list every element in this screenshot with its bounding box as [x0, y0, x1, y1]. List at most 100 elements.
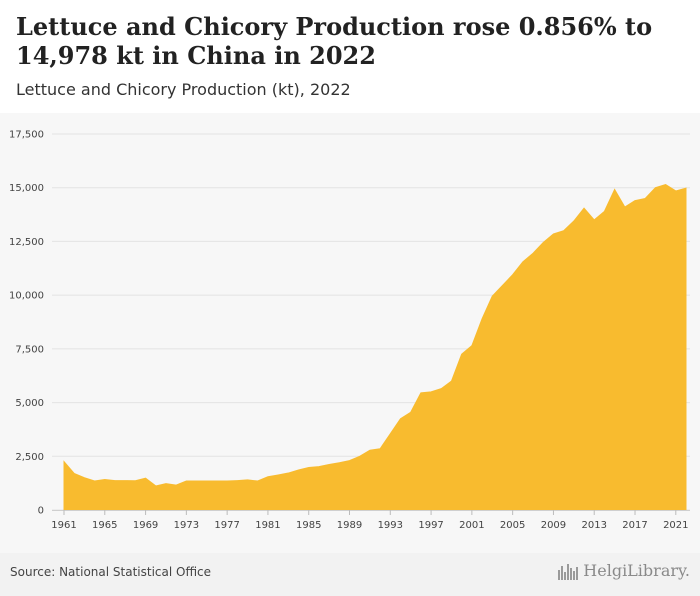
x-axis-ticks: 1961 1965 1969 1973 1977 1981 1985 1989 1993 1997…: [51, 510, 690, 531]
data-point: [348, 459, 352, 463]
data-point: [235, 479, 239, 483]
chart-title: Lettuce and Chicory Production rose 0.85…: [16, 12, 653, 70]
data-point: [592, 218, 596, 222]
data-point: [317, 465, 321, 469]
x-tick-label: 2017: [622, 520, 647, 531]
grid-lines: [52, 133, 690, 511]
data-point: [307, 465, 311, 469]
x-tick-label: 1981: [255, 520, 280, 531]
data-point: [388, 432, 392, 436]
data-point: [154, 484, 158, 488]
x-tick-label: 1969: [133, 520, 158, 531]
data-point: [572, 219, 576, 223]
data-point: [286, 471, 290, 475]
data-point: [470, 344, 474, 348]
data-point: [613, 187, 617, 191]
data-point: [327, 462, 331, 466]
y-tick-label: 5,000: [15, 398, 44, 409]
data-point: [531, 251, 535, 255]
data-point: [480, 317, 484, 321]
data-point: [582, 206, 586, 210]
data-point: [113, 479, 117, 483]
series-area: [62, 182, 688, 511]
data-point: [174, 483, 178, 487]
x-tick-label: 1965: [92, 520, 117, 531]
data-point: [378, 447, 382, 451]
data-point: [215, 479, 219, 483]
production-area: [63, 183, 687, 511]
data-point: [409, 410, 413, 414]
data-point: [133, 479, 137, 483]
y-tick-label: 0: [38, 506, 44, 517]
data-point: [521, 260, 525, 264]
x-tick-label: 1973: [174, 520, 199, 531]
data-point: [93, 479, 97, 483]
y-tick-label: 7,500: [15, 344, 44, 355]
helgi-library-logo[interactable]: HelgiLibrary.: [557, 561, 690, 580]
footer: Source: National Statistical Office Helg…: [0, 553, 700, 596]
data-point: [551, 232, 555, 236]
y-tick-label: 15,000: [9, 183, 44, 194]
data-point: [195, 479, 199, 483]
data-point: [429, 390, 433, 394]
data-point: [674, 189, 678, 193]
data-point: [500, 283, 504, 287]
data-point: [511, 273, 515, 277]
area-chart: 0 2,500 5,000 7,500 10,000 12,500 15,000 17,500…: [9, 130, 690, 531]
y-tick-label: 17,500: [9, 130, 44, 141]
x-tick-label: 2009: [541, 520, 566, 531]
data-point: [184, 479, 188, 483]
data-point: [602, 209, 606, 213]
header: Lettuce and Chicory Production rose 0.85…: [0, 0, 700, 113]
data-point: [562, 229, 566, 233]
data-point: [541, 241, 545, 245]
data-point: [337, 461, 341, 465]
data-point: [449, 379, 453, 383]
x-tick-label: 1989: [337, 520, 362, 531]
y-tick-label: 10,000: [9, 291, 44, 302]
data-point: [633, 199, 637, 203]
y-axis-ticks: 0 2,500 5,000 7,500 10,000 12,500 15,000 17,500: [9, 130, 44, 517]
data-point: [419, 391, 423, 395]
logo-text: HelgiLibrary.: [583, 561, 690, 580]
data-point: [103, 477, 107, 481]
x-tick-label: 2001: [459, 520, 484, 531]
x-tick-label: 1993: [378, 520, 403, 531]
data-point: [225, 479, 229, 483]
y-tick-label: 12,500: [9, 237, 44, 248]
chart-area: 0 2,500 5,000 7,500 10,000 12,500 15,000 17,500…: [0, 113, 700, 553]
bar-skyline-icon: [558, 563, 579, 580]
data-point: [72, 471, 76, 475]
data-point: [297, 468, 301, 472]
data-point: [664, 182, 668, 186]
x-tick-label: 1997: [418, 520, 443, 531]
data-point: [205, 479, 209, 483]
data-point: [439, 387, 443, 391]
data-point: [123, 479, 127, 483]
data-point: [256, 479, 260, 483]
chart-subtitle: Lettuce and Chicory Production (kt), 202…: [16, 80, 351, 99]
data-point: [398, 417, 402, 421]
data-point: [164, 482, 168, 486]
data-point: [82, 476, 86, 480]
x-tick-label: 2021: [663, 520, 688, 531]
data-point: [643, 196, 647, 200]
x-tick-label: 1985: [296, 520, 321, 531]
data-point: [460, 352, 464, 356]
data-point: [144, 476, 148, 480]
data-point: [62, 460, 66, 464]
data-point: [368, 448, 372, 452]
data-point: [246, 478, 250, 482]
data-point: [684, 186, 688, 190]
x-tick-label: 1977: [214, 520, 239, 531]
data-point: [276, 473, 280, 477]
data-point: [623, 205, 627, 209]
x-tick-label: 1961: [51, 520, 76, 531]
data-point: [358, 454, 362, 458]
data-point: [490, 294, 494, 298]
data-point: [266, 475, 270, 479]
data-point: [653, 186, 657, 190]
source-text: Source: National Statistical Office: [10, 565, 212, 579]
y-tick-label: 2,500: [15, 452, 44, 463]
x-tick-label: 2005: [500, 520, 525, 531]
